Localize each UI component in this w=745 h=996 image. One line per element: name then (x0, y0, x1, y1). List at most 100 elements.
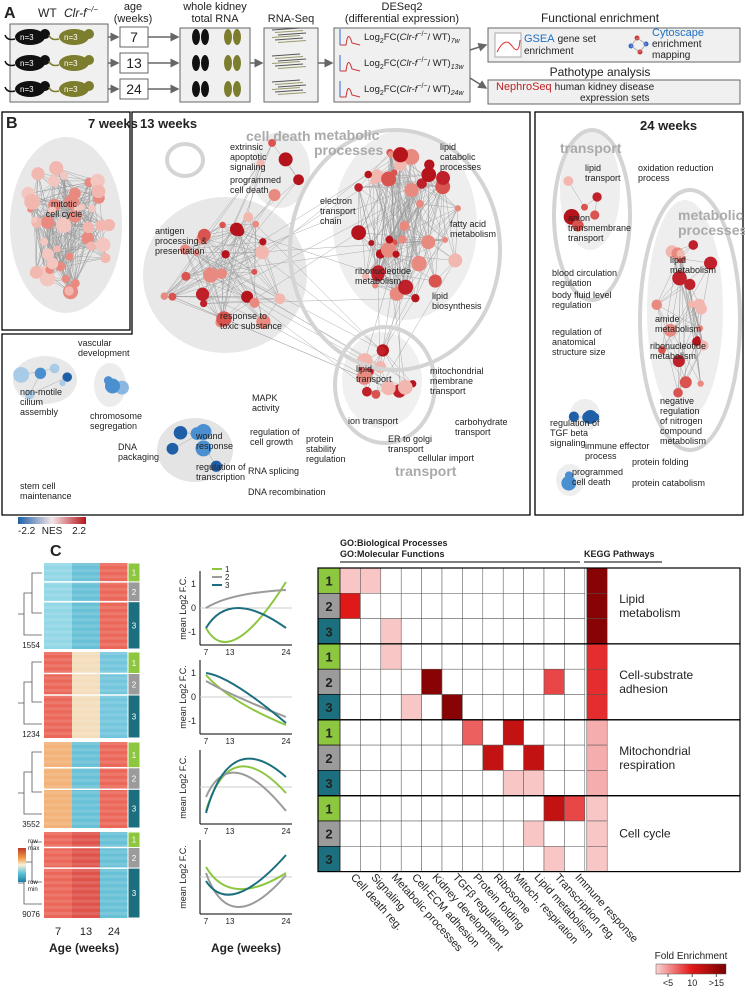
heat-cell (462, 644, 482, 669)
heat-stripe (44, 810, 128, 813)
go-header: GO:Biological Processes (340, 538, 448, 548)
heat-cell (564, 770, 584, 795)
heat-cell (360, 619, 380, 644)
node (88, 205, 96, 213)
kidney (192, 55, 200, 71)
y-tick-label: -1 (188, 627, 196, 637)
pathway-label: Lipid (619, 592, 644, 606)
y-axis-label: mean Log2 F.C. (178, 845, 188, 909)
log2fc-part: FC( (384, 84, 401, 95)
heat-cell (503, 568, 523, 593)
term-label: process (585, 451, 617, 461)
heat-cell (422, 821, 442, 846)
term-label: ER to golgi (388, 434, 432, 444)
term-label: body fluid level (552, 290, 612, 300)
heat-cell (422, 720, 442, 745)
x-tick-label: 7 (204, 737, 209, 746)
node (393, 147, 408, 162)
term-label: mitochondrial (430, 366, 484, 376)
log2fc-part: / WT) (428, 58, 451, 69)
heat-stripe (44, 664, 128, 667)
heat-cell (503, 821, 523, 846)
heat-cell (381, 669, 401, 694)
heat-stripe (44, 779, 128, 782)
heat-cell (381, 796, 401, 821)
y-axis-label: mean Log2 F.C. (178, 755, 188, 819)
heat-cell (587, 770, 607, 795)
node (377, 347, 386, 356)
node (368, 240, 374, 246)
node (161, 292, 168, 299)
term-label: antigen (155, 226, 185, 236)
heat-cell (340, 796, 360, 821)
heat-stripe (44, 791, 128, 794)
heat-stripe (44, 606, 128, 609)
heat-cell (462, 720, 482, 745)
heat-cell (442, 593, 462, 618)
node (448, 253, 462, 267)
cluster-size: 9076 (22, 910, 40, 919)
node (590, 210, 599, 219)
heat-cell (462, 593, 482, 618)
term-label: maintenance (20, 491, 72, 501)
heat-cell (524, 821, 544, 846)
kidney (201, 55, 209, 71)
functional-header: Functional enrichment (541, 11, 660, 25)
heat-cell (360, 846, 380, 871)
panel-title: 13 weeks (140, 116, 197, 131)
heat-cell (340, 695, 360, 720)
heat-cell (381, 821, 401, 846)
term-label: programmed (572, 467, 623, 477)
log2fc-part: Clr-f (400, 58, 419, 69)
group-label: processes (314, 142, 383, 158)
term-label: cell growth (250, 437, 293, 447)
sample-size: n=3 (20, 85, 34, 94)
term-label: protein catabolism (632, 478, 705, 488)
heat-cell (462, 695, 482, 720)
term-label: transport (320, 206, 356, 216)
sample-size: n=3 (64, 85, 78, 94)
heat-cell (544, 745, 564, 770)
node (196, 288, 209, 301)
heat-cell (483, 669, 503, 694)
heat-cell (340, 770, 360, 795)
heat-cell (544, 593, 564, 618)
term-label: negative (660, 396, 694, 406)
legend-tick-label: 10 (687, 978, 697, 988)
node (181, 272, 190, 281)
heat-cell (544, 644, 564, 669)
group-outline (167, 144, 203, 176)
nes-min: -2.2 (18, 526, 36, 537)
age-axis: Age (weeks) (211, 941, 281, 955)
heat-cell (462, 821, 482, 846)
mouse (84, 81, 94, 91)
heat-cell (483, 821, 503, 846)
log2fc-part: 7w (451, 38, 461, 45)
rnaseq-header: RNA-Seq (268, 13, 314, 25)
heat-stripe (44, 624, 128, 627)
cluster-id: 1 (325, 574, 332, 589)
term-label: compound (660, 426, 702, 436)
kidney (233, 81, 241, 97)
group-label: processes (678, 222, 745, 238)
heat-cell (340, 568, 360, 593)
cluster-id: 1 (325, 650, 332, 665)
heat-stripe (44, 612, 128, 615)
cluster-id: 1 (132, 659, 137, 668)
node (60, 172, 68, 180)
age-header: age (124, 1, 142, 13)
cluster-id: 3 (132, 889, 137, 898)
heat-cell (564, 619, 584, 644)
group-label: transport (395, 463, 457, 479)
heat-cell (524, 695, 544, 720)
mouse (40, 29, 50, 39)
heat-cell (401, 695, 421, 720)
heat-cell (544, 821, 564, 846)
cluster-id: 2 (132, 680, 137, 689)
term-label: chromosome (90, 411, 142, 421)
node (416, 200, 424, 208)
cluster-id: 1 (132, 836, 137, 845)
